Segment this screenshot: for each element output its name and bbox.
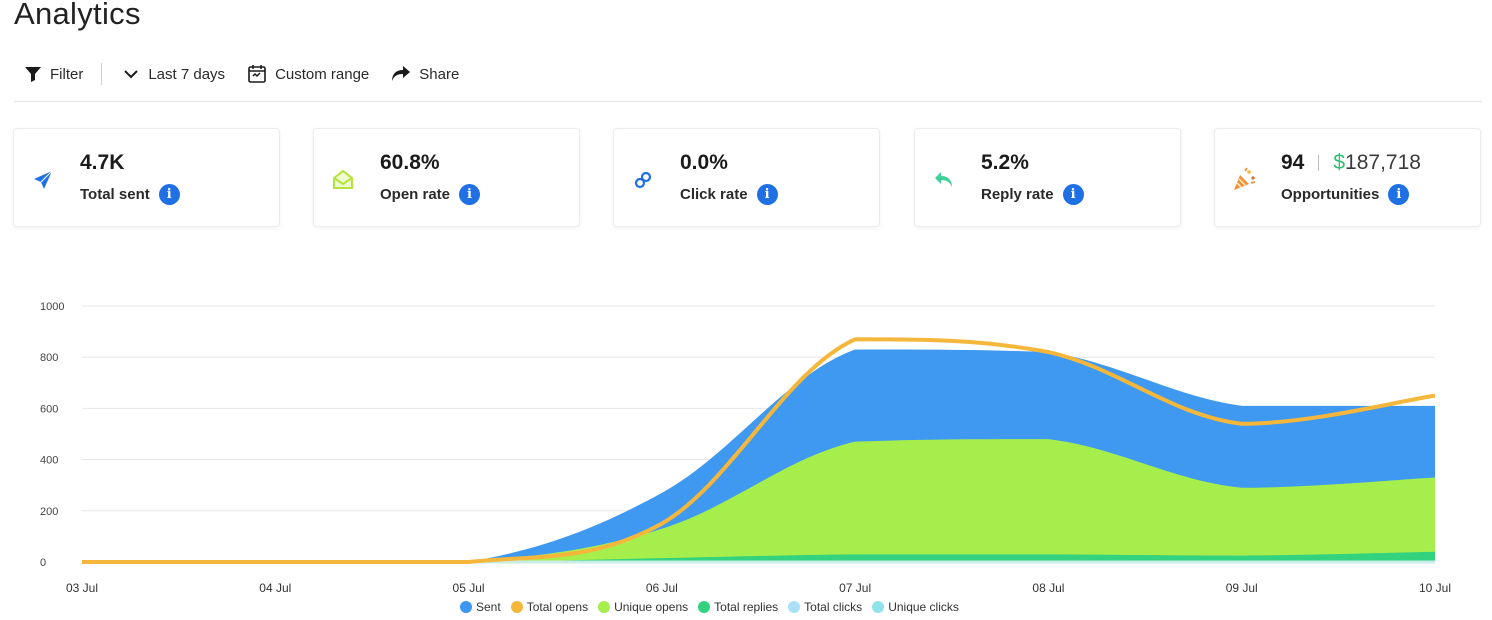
y-tick-label: 1000 <box>40 301 64 313</box>
legend-swatch <box>788 601 801 613</box>
legend-label: Total opens <box>526 600 589 614</box>
filter-button[interactable]: Filter <box>24 65 83 83</box>
envelope-open-icon <box>330 167 356 193</box>
x-tick-label: 07 Jul <box>839 581 871 595</box>
info-icon[interactable]: i <box>459 184 481 205</box>
opportunities-value: 94 $187,718 <box>1281 151 1421 175</box>
legend-item[interactable]: Total opens <box>510 600 589 614</box>
click-rate-label: Click rate <box>680 186 748 203</box>
legend-item[interactable]: Unique clicks <box>872 600 959 614</box>
x-tick-label: 10 Jul <box>1419 581 1451 595</box>
open-rate-label: Open rate <box>380 186 451 203</box>
legend-swatch <box>698 601 711 613</box>
share-label: Share <box>419 65 460 83</box>
y-tick-label: 600 <box>40 403 58 415</box>
x-tick-label: 03 Jul <box>66 581 98 595</box>
x-tick-label: 08 Jul <box>1032 581 1064 595</box>
reply-rate-value: 5.2% <box>981 151 1029 174</box>
legend-item[interactable]: Unique opens <box>598 600 688 614</box>
reply-rate-label: Reply rate <box>981 186 1054 203</box>
info-icon[interactable]: i <box>158 184 180 205</box>
metric-cards: 4.7K Total sent i 60.8% Open rate i 0.0%… <box>0 128 1492 228</box>
legend-label: Unique opens <box>614 600 689 614</box>
open-rate-value: 60.8% <box>380 151 440 174</box>
legend-label: Sent <box>476 600 501 614</box>
legend-item[interactable]: Total clicks <box>788 600 862 614</box>
info-icon[interactable]: i <box>1062 184 1084 205</box>
y-tick-label: 200 <box>40 506 58 518</box>
toolbar-separator <box>101 63 103 85</box>
legend-swatch <box>872 601 885 613</box>
x-tick-label: 05 Jul <box>453 581 485 595</box>
series-area-unique-opens <box>82 439 1435 562</box>
opportunities-count: 94 <box>1281 151 1305 174</box>
link-icon <box>630 167 656 193</box>
x-tick-label: 06 Jul <box>646 581 678 595</box>
paper-plane-icon <box>30 167 56 193</box>
legend-label: Total clicks <box>804 600 863 614</box>
legend-swatch <box>510 601 523 613</box>
info-icon[interactable]: i <box>756 184 778 205</box>
card-opportunities[interactable]: 94 $187,718 Opportunities i <box>1214 128 1481 227</box>
share-arrow-icon <box>392 66 411 81</box>
custom-range-label: Custom range <box>275 65 370 83</box>
chart-legend: Sent Total opens Unique opens Total replies… <box>460 600 959 614</box>
y-tick-label: 400 <box>40 455 58 467</box>
currency-sign: $ <box>1333 151 1346 174</box>
legend-item[interactable]: Sent <box>460 600 501 614</box>
opportunities-amount: 187,718 <box>1345 151 1421 174</box>
x-tick-label: 09 Jul <box>1226 581 1258 595</box>
filter-label: Filter <box>50 65 84 83</box>
area-chart: 1000 800 600 400 200 0 03 Jul 04 Jul 05 Jul 06 Ju… <box>40 301 1451 595</box>
date-range-label: Last 7 days <box>148 65 226 83</box>
opportunities-label: Opportunities <box>1281 186 1380 203</box>
y-tick-label: 800 <box>40 352 58 364</box>
toolbar: Filter Last 7 days Custom range Share <box>24 62 459 86</box>
legend-swatch <box>598 601 611 613</box>
total-sent-value: 4.7K <box>80 151 125 174</box>
party-popper-icon <box>1231 167 1257 193</box>
legend-item[interactable]: Total replies <box>698 600 778 614</box>
x-tick-label: 04 Jul <box>259 581 291 595</box>
chevron-down-icon <box>124 70 139 79</box>
filter-icon <box>25 67 41 82</box>
series-area-total-replies <box>82 551 1435 562</box>
page-title: Analytics <box>14 0 141 31</box>
legend-label: Total replies <box>714 600 779 614</box>
analytics-chart: 1000 800 600 400 200 0 03 Jul 04 Jul 05 Jul 06 Ju… <box>0 290 1492 620</box>
toolbar-divider <box>14 101 1482 102</box>
legend-swatch <box>460 601 472 613</box>
card-reply-rate[interactable]: 5.2% Reply rate i <box>914 128 1181 227</box>
card-click-rate[interactable]: 0.0% Click rate i <box>613 128 880 227</box>
card-open-rate[interactable]: 60.8% Open rate i <box>313 128 580 227</box>
click-rate-value: 0.0% <box>680 151 728 174</box>
card-total-sent[interactable]: 4.7K Total sent i <box>13 128 280 227</box>
share-button[interactable]: Share <box>391 65 459 83</box>
reply-icon <box>931 167 957 193</box>
y-tick-label: 0 <box>40 557 46 569</box>
total-sent-label: Total sent <box>80 186 150 203</box>
value-separator <box>1318 155 1320 172</box>
info-icon[interactable]: i <box>1388 184 1410 205</box>
calendar-icon <box>248 65 266 83</box>
series-line-total-opens <box>82 337 1436 564</box>
legend-label: Unique clicks <box>888 600 959 614</box>
custom-range-button[interactable]: Custom range <box>247 64 369 84</box>
date-range-dropdown[interactable]: Last 7 days <box>122 65 225 83</box>
